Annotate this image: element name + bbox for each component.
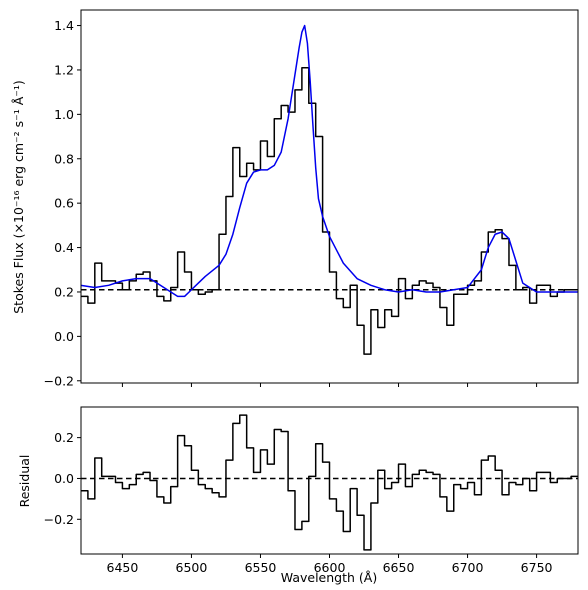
top-axes-frame (80, 9, 579, 384)
bottom-y-axis-label: Residual (17, 455, 32, 508)
top-step-series-0 (81, 66, 578, 355)
top-ytick-label: 0.8 (54, 151, 74, 166)
top-ytick-label: 0.2 (54, 284, 74, 299)
bottom-xtick-label: 6450 (107, 560, 139, 575)
bottom-xtick-label: 6600 (314, 560, 346, 575)
top-ytick-label: 1.4 (54, 18, 74, 33)
x-axis-label: Wavelength (Å) (281, 570, 377, 585)
top-panel: −0.2 0.0 0.2 0.4 0.6 0.8 1.0 1.2 1.4 Stokes Flux… (11, 9, 579, 388)
bottom-ytick-label: 0.2 (54, 430, 74, 445)
top-y-axis-label: Stokes Flux (×10⁻¹⁶ erg cm⁻² s⁻¹ Å⁻¹) (11, 80, 26, 314)
bottom-xtick-label: 6650 (383, 560, 415, 575)
bottom-xtick-label: 6550 (245, 560, 277, 575)
bottom-plot-area (81, 414, 578, 551)
bottom-step-series-0 (81, 414, 578, 551)
bottom-xtick-label: 6700 (452, 560, 484, 575)
top-model-line-1 (81, 24, 578, 298)
top-series-group (81, 24, 578, 355)
bottom-ytick-label: 0.0 (54, 471, 74, 486)
top-ytick-label: 1.2 (54, 62, 74, 77)
bottom-panel: −0.2 0.0 0.2 6450 6500 6550 6600 6650 6700 6750 R… (17, 406, 579, 585)
top-ytick-label: 1.0 (54, 107, 74, 122)
top-ytick-label: 0.4 (54, 240, 74, 255)
bottom-xtick-label: 6750 (521, 560, 553, 575)
bottom-series-group (81, 414, 578, 551)
top-ytick-label: 0.6 (54, 196, 74, 211)
bottom-ticks: −0.2 0.0 0.2 6450 6500 6550 6600 6650 6700 6750 (44, 430, 553, 575)
top-ytick-label: 0.0 (54, 329, 74, 344)
top-plot-area (81, 24, 578, 355)
top-ticks: −0.2 0.0 0.2 0.4 0.6 0.8 1.0 1.2 1.4 (44, 18, 538, 388)
bottom-xtick-label: 6500 (176, 560, 208, 575)
bottom-ytick-label: −0.2 (44, 512, 74, 527)
top-ytick-label: −0.2 (44, 373, 74, 388)
